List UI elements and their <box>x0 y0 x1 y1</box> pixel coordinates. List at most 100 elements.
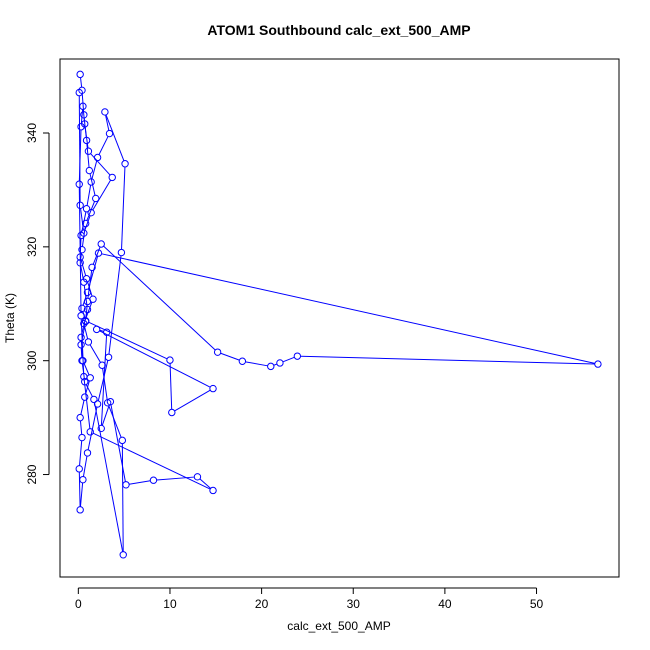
plot-frame <box>59 58 620 578</box>
x-tick-label: 40 <box>438 597 452 611</box>
data-point <box>81 317 90 325</box>
data-point <box>79 475 87 484</box>
series-line-segment <box>80 77 83 88</box>
data-point <box>121 160 129 168</box>
series-line-segment <box>121 443 124 552</box>
series-line-segment <box>92 179 112 211</box>
data-point <box>83 449 92 457</box>
data-point <box>104 353 113 361</box>
series-line-segment <box>108 255 122 355</box>
data-point <box>80 229 88 237</box>
series-points <box>75 70 602 559</box>
y-axis-label: Theta (K) <box>3 293 17 343</box>
data-point <box>119 551 127 559</box>
series-line-segment <box>88 321 168 360</box>
series-lines <box>78 77 595 552</box>
series-line-segment <box>174 389 211 412</box>
series-line-segment <box>83 363 90 376</box>
data-point <box>82 275 91 283</box>
series-line-segment <box>156 476 195 481</box>
data-point <box>88 263 96 272</box>
series-line-segment <box>80 265 84 280</box>
series-line-segment <box>102 368 108 400</box>
series-line-segment <box>121 166 126 250</box>
data-point <box>276 359 284 367</box>
data-point <box>77 341 85 349</box>
series-line-segment <box>94 402 124 552</box>
series-line-segment <box>82 455 88 477</box>
series-line-segment <box>83 285 88 307</box>
series-line-segment <box>87 256 99 290</box>
series-line-segment <box>78 95 81 203</box>
series-line-segment <box>91 160 98 179</box>
series-line-segment <box>103 245 216 351</box>
data-point <box>108 173 116 182</box>
series-line-segment <box>87 281 93 297</box>
series-line-segment <box>90 153 111 176</box>
series-line-segment <box>99 329 104 332</box>
data-point <box>82 205 91 213</box>
series-line-segment <box>79 420 83 435</box>
series-line-segment <box>85 304 88 319</box>
data-point <box>149 476 158 484</box>
series-line-segment <box>282 356 295 363</box>
series-line-segment <box>89 344 101 363</box>
data-point <box>117 248 126 257</box>
data-point <box>76 70 84 79</box>
data-point <box>85 166 94 175</box>
data-point <box>78 304 86 313</box>
series-line-segment <box>92 432 211 490</box>
series-line-segment <box>108 405 122 438</box>
data-point <box>92 194 100 203</box>
series-line-segment <box>245 361 268 367</box>
data-point <box>238 357 247 365</box>
series-line-segment <box>84 215 91 231</box>
data-point <box>97 240 105 248</box>
series-line-segment <box>78 472 81 507</box>
data-point <box>75 465 83 473</box>
data-point <box>118 436 127 445</box>
series-line-segment <box>86 185 92 206</box>
series-line-segment <box>87 406 98 450</box>
series-line-segment <box>101 253 595 364</box>
data-point <box>90 395 98 404</box>
data-point <box>86 428 94 436</box>
series-line-segment <box>86 143 90 168</box>
data-point <box>83 288 92 297</box>
series-line-segment <box>81 211 87 233</box>
data-point <box>82 136 91 145</box>
data-point <box>98 361 106 369</box>
x-tick-label: 30 <box>347 597 361 611</box>
chart-title: ATOM1 Southbound calc_ext_500_AMP <box>207 22 470 38</box>
series-line-segment <box>169 363 173 410</box>
data-point <box>80 111 88 119</box>
data-point <box>81 219 90 228</box>
data-point <box>87 208 95 217</box>
data-point <box>75 88 83 97</box>
data-point <box>193 473 202 481</box>
data-point <box>76 259 84 267</box>
data-point <box>78 433 86 442</box>
series-line-segment <box>80 347 83 358</box>
data-point <box>77 312 85 320</box>
y-axis: 280 300 320 340 <box>25 123 50 485</box>
data-point <box>83 297 92 306</box>
data-point <box>101 108 109 116</box>
series-line-segment <box>79 482 84 507</box>
data-point <box>75 180 83 188</box>
data-point <box>166 356 174 364</box>
data-point <box>77 333 85 342</box>
data-point <box>81 393 89 401</box>
series-line-segment <box>80 400 85 415</box>
y-tick-label: 320 <box>25 237 39 257</box>
series-line-segment <box>80 208 84 231</box>
series-line-segment <box>85 384 93 397</box>
data-point <box>293 352 302 360</box>
series-line-segment <box>101 404 110 426</box>
x-axis-label: calc_ext_500_AMP <box>287 619 390 633</box>
series-line-segment <box>300 355 595 365</box>
data-point <box>78 356 86 365</box>
series-line-segment <box>83 379 91 429</box>
